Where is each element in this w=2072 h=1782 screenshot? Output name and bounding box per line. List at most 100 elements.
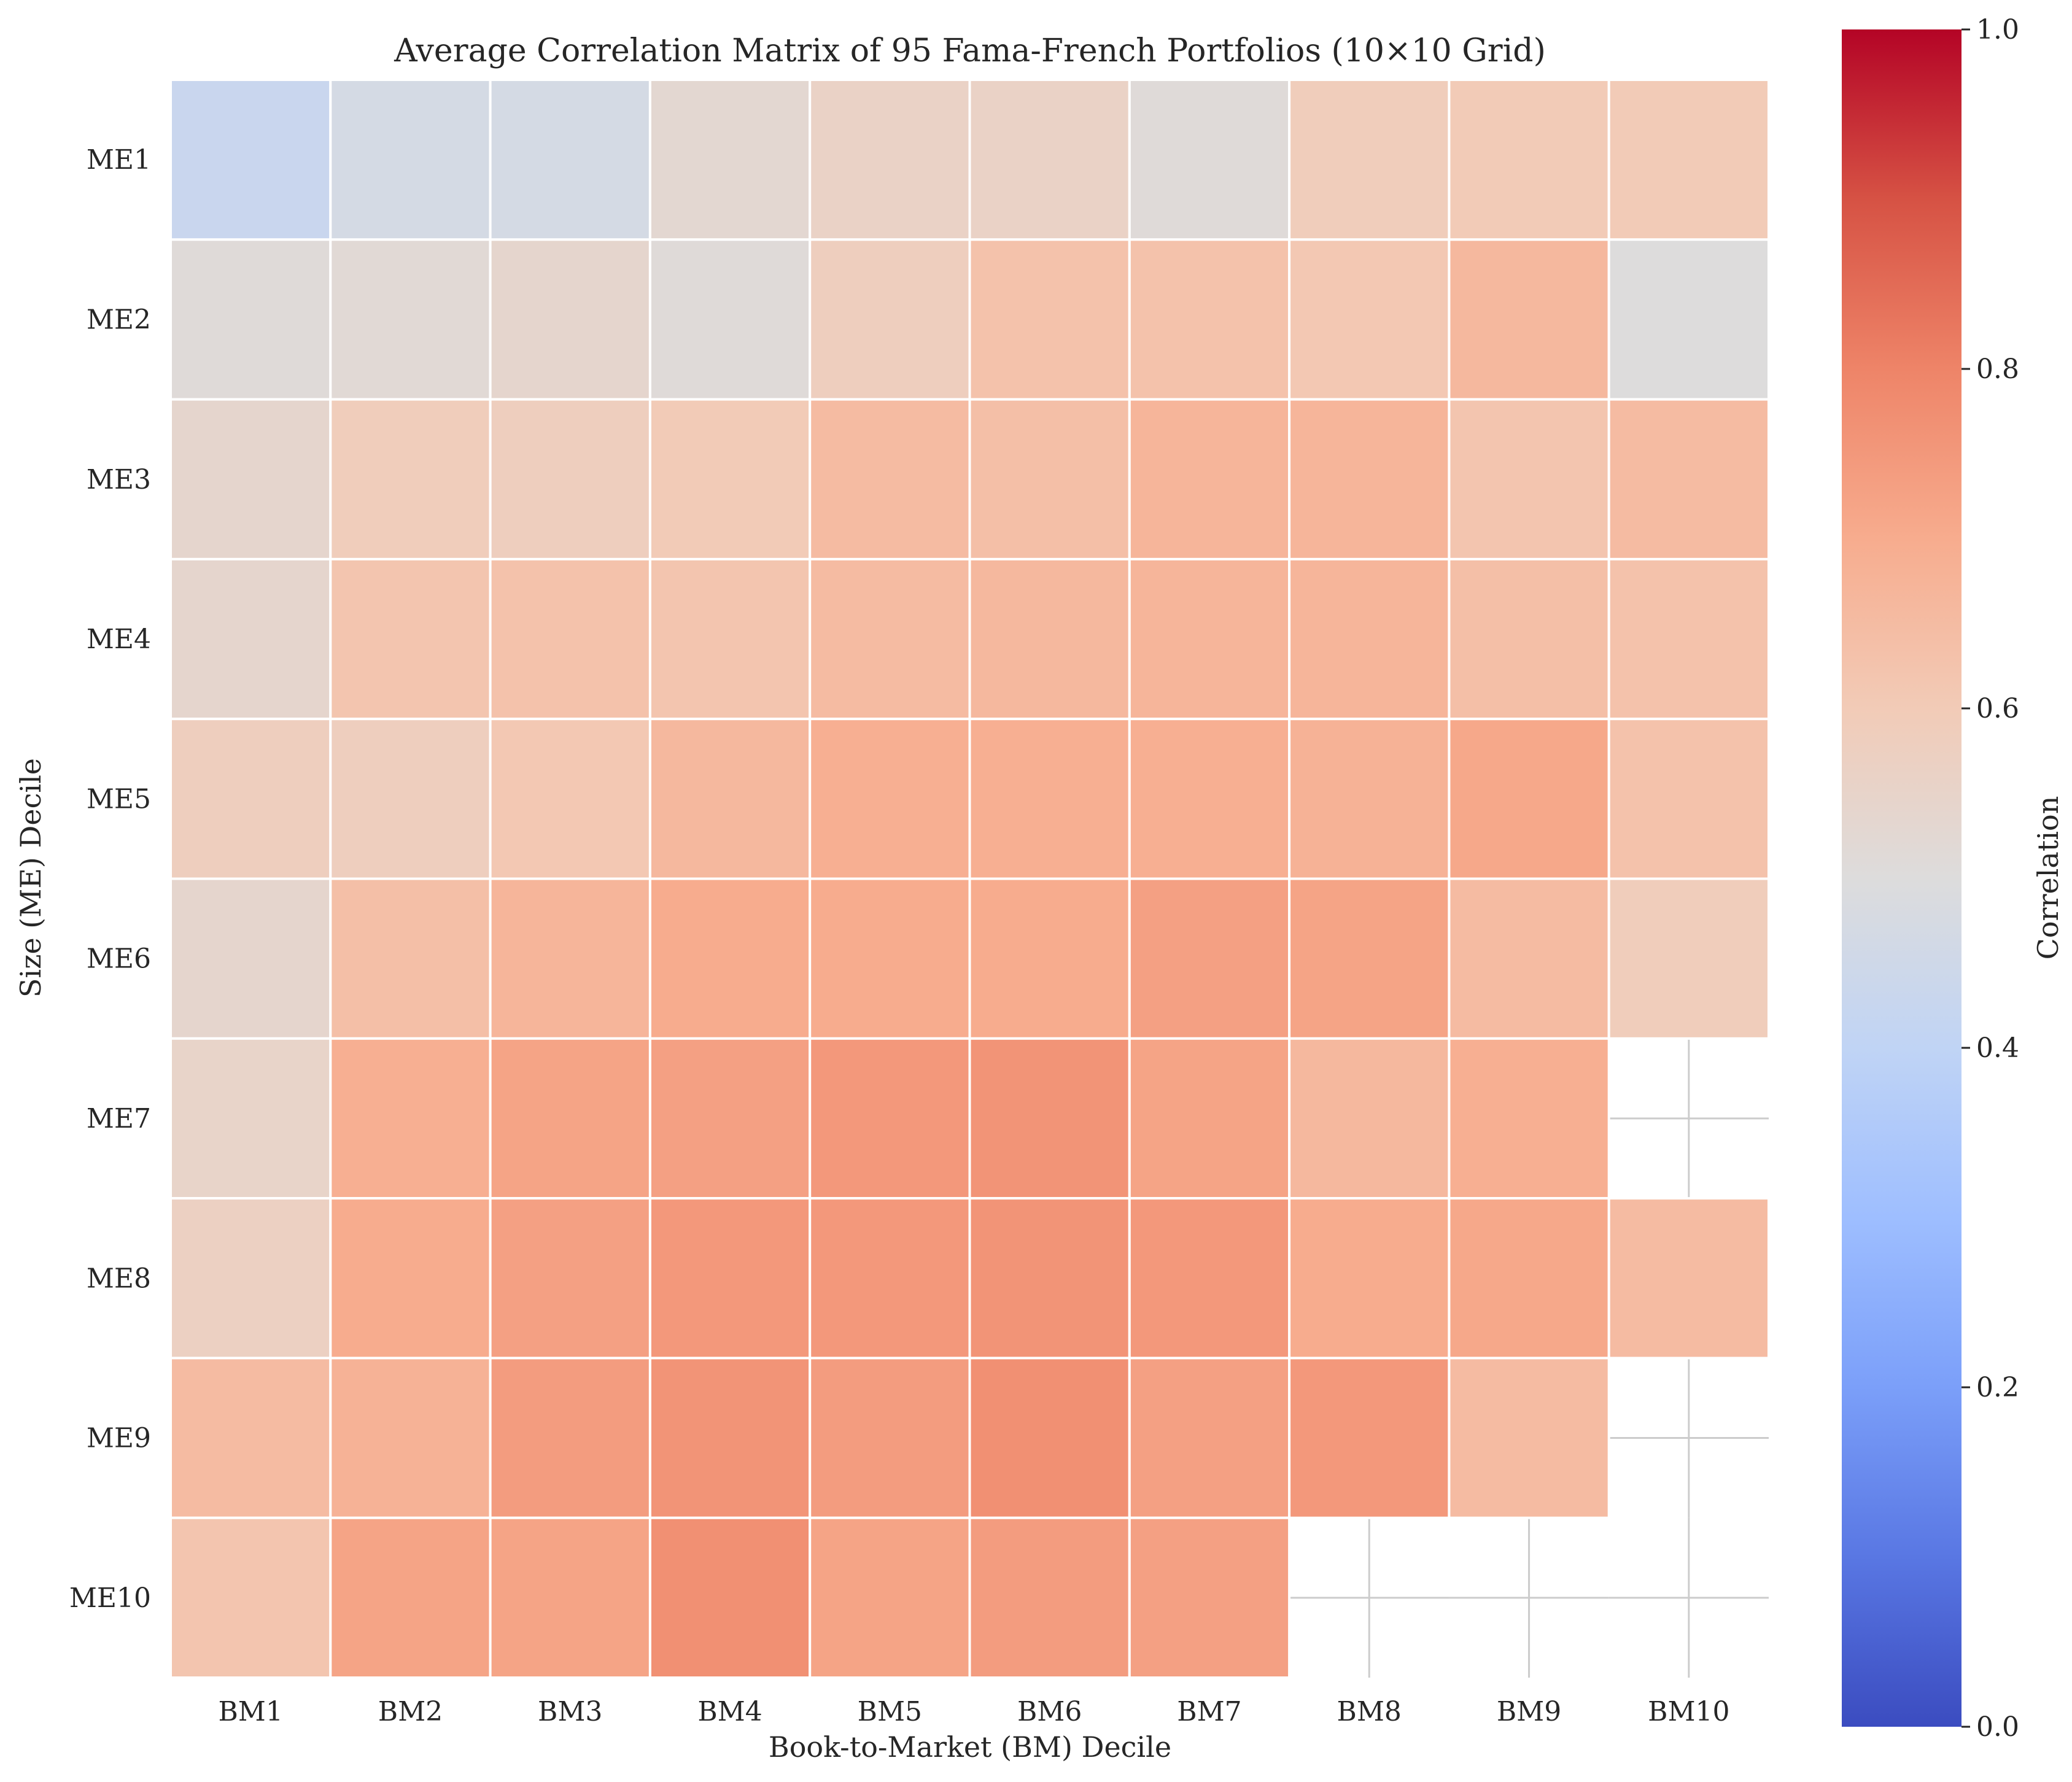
heatmap-cell (809, 1197, 971, 1360)
heatmap-cell (1128, 1357, 1291, 1519)
heatmap-cell (1607, 718, 1770, 880)
heatmap-cell (648, 718, 812, 880)
heatmap-cell (1128, 877, 1291, 1040)
heatmap-cell (169, 877, 332, 1040)
heatmap-cell (1288, 718, 1451, 880)
heatmap-cell (968, 1357, 1131, 1519)
heatmap-cell (1128, 1197, 1291, 1360)
heatmap-cell (968, 1037, 1131, 1200)
heatmap-cell (169, 1516, 332, 1679)
heatmap-cell (809, 398, 971, 560)
heatmap-cell (489, 1037, 651, 1200)
heatmap-cell (648, 557, 812, 721)
heatmap-cell (809, 238, 971, 401)
y-tick-labels: ME1 ME2 ME3 ME4 ME5 ME6 ME7 ME8 ME9 ME10 (69, 144, 151, 1614)
y-tick-label: ME8 (87, 1263, 151, 1294)
heatmap-cell (1448, 238, 1610, 401)
heatmap-cell (169, 1197, 332, 1360)
x-axis-label: Book-to-Market (BM) Decile (769, 1730, 1171, 1764)
heatmap-cell (1448, 1197, 1610, 1360)
heatmap-cell (169, 718, 332, 880)
heatmap-cell (968, 79, 1131, 241)
heatmap-cell (489, 398, 651, 560)
x-tick-labels: BM1 BM2 BM3 BM4 BM5 BM6 BM7 BM8 BM9 BM10 (218, 1696, 1729, 1727)
heatmap-cell (968, 877, 1131, 1040)
colorbar-tick-label: 0.8 (1976, 354, 2019, 385)
heatmap-cell (169, 79, 332, 241)
heatmap-cell (329, 1197, 492, 1360)
heatmap-cell (1448, 718, 1610, 880)
heatmap-cell (1288, 238, 1451, 401)
heatmap-cell (1288, 79, 1451, 241)
heatmap-cell (1607, 1197, 1770, 1360)
heatmap-cell (648, 1516, 812, 1679)
heatmap-cell (809, 1037, 971, 1200)
heatmap-cell (489, 877, 651, 1040)
x-tick-label: BM2 (378, 1696, 443, 1727)
heatmap-cell (1288, 877, 1451, 1040)
heatmap-cell (1288, 398, 1451, 560)
heatmap-cell (809, 79, 971, 241)
heatmap-cell (169, 1037, 332, 1200)
heatmap-cell (968, 718, 1131, 880)
y-tick-label: ME1 (87, 144, 151, 176)
y-tick-label: ME4 (87, 624, 151, 655)
y-tick-label: ME10 (69, 1582, 151, 1614)
x-tick-label: BM7 (1177, 1696, 1241, 1727)
heatmap-cell (648, 79, 812, 241)
heatmap-cell (1128, 238, 1291, 401)
heatmap-cell (968, 398, 1131, 560)
heatmap-cell (1448, 79, 1610, 241)
colorbar (1842, 29, 1961, 1727)
x-tick-label: BM5 (858, 1696, 922, 1727)
heatmap-cell (809, 877, 971, 1040)
heatmap-cell (1448, 1037, 1610, 1200)
x-tick-label: BM4 (697, 1696, 762, 1727)
heatmap-cell (648, 877, 812, 1040)
heatmap-cell (169, 1357, 332, 1519)
heatmap-cell (1607, 557, 1770, 721)
heatmap-cell (489, 1357, 651, 1519)
heatmap-cell (1288, 1357, 1451, 1519)
heatmap-cell (1607, 877, 1770, 1040)
heatmap-cell (1448, 1357, 1610, 1519)
y-tick-label: ME3 (87, 464, 151, 495)
heatmap-cell (1288, 1037, 1451, 1200)
colorbar-tick-label: 1.0 (1976, 14, 2019, 45)
heatmap-cell (329, 557, 492, 721)
heatmap-cell (648, 1357, 812, 1519)
heatmap-cell (1448, 877, 1610, 1040)
heatmap-cell (329, 238, 492, 401)
heatmap-cell (489, 557, 651, 721)
heatmap-cell (489, 238, 651, 401)
colorbar-tick-label: 0.4 (1976, 1032, 2019, 1064)
heatmap-cell (968, 238, 1131, 401)
colorbar-ticks: 0.0 0.2 0.4 0.6 0.8 1.0 (1961, 14, 2019, 1743)
heatmap-cell (329, 1037, 492, 1200)
y-tick-label: ME7 (87, 1103, 151, 1134)
x-tick-label: BM6 (1017, 1696, 1082, 1727)
heatmap-cell (169, 557, 332, 721)
heatmap-cell (329, 877, 492, 1040)
heatmap-cell (1448, 557, 1610, 721)
y-tick-label: ME5 (87, 783, 151, 815)
y-axis-label: Size (ME) Decile (14, 758, 47, 998)
heatmap-cell (1128, 1516, 1291, 1679)
heatmap-cell (1607, 238, 1770, 401)
heatmap-cell (809, 718, 971, 880)
heatmap-cell (489, 79, 651, 241)
x-tick-label: BM3 (538, 1696, 602, 1727)
heatmap-cell (1607, 79, 1770, 241)
x-tick-label: BM1 (218, 1696, 282, 1727)
colorbar-tick-label: 0.2 (1976, 1372, 2019, 1403)
heatmap-cell (329, 718, 492, 880)
x-tick-label: BM10 (1648, 1696, 1729, 1727)
heatmap-cell (329, 79, 492, 241)
heatmap-cell (169, 238, 332, 401)
heatmap-cell (648, 398, 812, 560)
heatmap-cells (169, 79, 1770, 1679)
heatmap-cell (1288, 557, 1451, 721)
heatmap-cell (968, 1197, 1131, 1360)
